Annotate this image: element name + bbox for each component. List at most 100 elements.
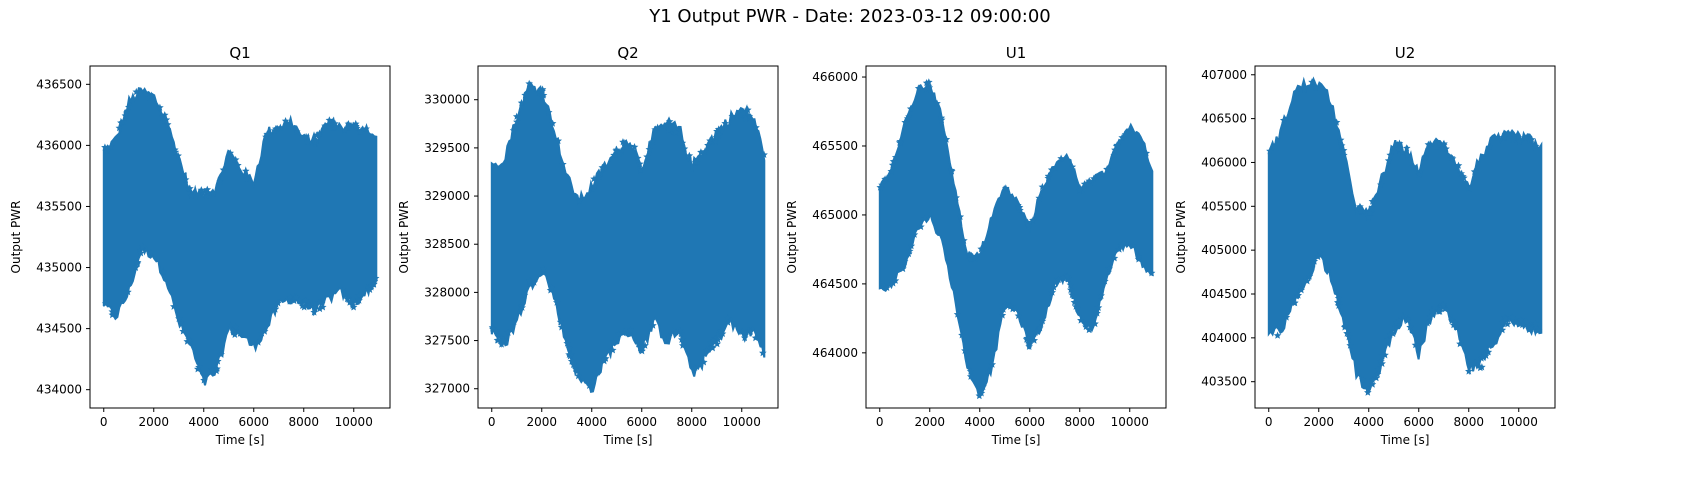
scatter-point xyxy=(1437,304,1445,313)
scatter-point xyxy=(900,257,909,265)
scatter-point xyxy=(1368,197,1377,205)
scatter-point xyxy=(1374,365,1382,374)
scatter-point xyxy=(1364,213,1373,221)
scatter-point xyxy=(344,119,353,128)
y-tick-label: 329500 xyxy=(424,141,470,155)
scatter-point xyxy=(1368,376,1377,384)
scatter-point xyxy=(1134,253,1143,261)
scatter-point xyxy=(1101,277,1109,285)
scatter-point xyxy=(619,329,628,337)
subplot-u1: 0 2000 4000 6000 8000 10000 464000 464500 465000… xyxy=(785,44,1167,447)
y-tick-label: 330000 xyxy=(424,93,470,107)
scatter-point xyxy=(889,157,898,165)
y-tick-label: 436000 xyxy=(36,138,82,152)
scatter-point xyxy=(1477,354,1486,362)
scatter-point xyxy=(636,159,644,168)
scatter-point xyxy=(988,360,997,368)
scatter-point xyxy=(1063,272,1071,280)
scatter-point xyxy=(298,301,307,310)
scatter-point xyxy=(1093,309,1101,317)
scatter-point xyxy=(906,104,915,113)
scatter-point xyxy=(497,340,506,348)
scatter-point xyxy=(1402,144,1411,152)
scatter-point xyxy=(348,301,357,309)
x-tick-label: 0 xyxy=(1265,415,1273,429)
scatter-point xyxy=(1091,319,1099,328)
scatter-point xyxy=(966,255,975,263)
scatter-point xyxy=(1447,316,1456,325)
scatter-point xyxy=(1459,172,1467,180)
scatter-point xyxy=(704,141,712,149)
scatter-point xyxy=(1411,341,1420,349)
scatter-point xyxy=(1515,137,1524,145)
scatter-point xyxy=(243,174,251,183)
axes-frame xyxy=(477,65,779,409)
subplot-u2: 0 2000 4000 6000 8000 10000 403500 404000 404500… xyxy=(1174,44,1556,447)
scatter-point xyxy=(520,291,529,299)
scatter-point xyxy=(630,143,639,151)
scatter-point xyxy=(660,121,669,130)
x-tick-label: 0 xyxy=(876,415,884,429)
scatter-point xyxy=(914,84,923,92)
scatter-point xyxy=(1498,326,1507,334)
scatter-point xyxy=(702,346,711,354)
scatter-point xyxy=(343,295,352,303)
y-tick-label: 436500 xyxy=(36,77,82,91)
scatter-point xyxy=(1094,303,1103,311)
scatter-point xyxy=(1059,274,1068,282)
scatter-point xyxy=(1305,272,1314,280)
scatter-point xyxy=(634,340,643,348)
scatter-point xyxy=(881,175,889,183)
scatter-point xyxy=(899,264,907,273)
scatter-point xyxy=(1531,142,1540,150)
scatter-point xyxy=(633,154,642,162)
scatter-point xyxy=(1050,283,1058,291)
scatter-point xyxy=(1393,140,1402,149)
scatter-point xyxy=(569,360,578,368)
x-tick-label: 10000 xyxy=(1111,415,1149,429)
scatter-point xyxy=(610,151,618,159)
scatter-point xyxy=(728,112,737,120)
scatter-point xyxy=(202,191,211,199)
scatter-point xyxy=(325,116,334,124)
x-tick-label: 2000 xyxy=(526,415,557,429)
scatter-point xyxy=(1279,116,1288,124)
scatter-point xyxy=(1070,298,1079,306)
scatter-point xyxy=(1066,285,1075,294)
scatter-point xyxy=(575,196,584,205)
scatter-point xyxy=(665,117,674,125)
y-axis-label: Output PWR xyxy=(785,201,799,274)
scatter-point xyxy=(1448,154,1457,162)
scatter-point xyxy=(1035,194,1044,202)
scatter-point xyxy=(226,149,235,157)
scatter-point xyxy=(241,167,250,175)
y-tick-label: 403500 xyxy=(1201,375,1247,389)
scatter-point xyxy=(1368,203,1376,212)
scatter-point xyxy=(653,123,662,131)
scatter-point xyxy=(649,321,657,329)
x-tick-label: 8000 xyxy=(676,415,707,429)
scatter-point xyxy=(1110,254,1119,262)
scatter-point xyxy=(356,128,364,136)
y-tick-label: 407000 xyxy=(1201,68,1247,82)
scatter-point xyxy=(1356,202,1364,210)
scatter-point xyxy=(615,330,623,338)
scatter-point xyxy=(160,116,169,124)
scatter-point xyxy=(956,212,965,221)
scatter-point xyxy=(1011,304,1020,313)
scatter-point xyxy=(548,119,557,127)
scatter-point xyxy=(999,305,1008,313)
subplot-title: U1 xyxy=(1006,44,1027,62)
scatter-point xyxy=(966,372,975,380)
scatter-point xyxy=(1406,323,1414,331)
scatter-point xyxy=(907,242,916,250)
scatter-point xyxy=(1403,316,1412,324)
scatter-point xyxy=(124,103,133,111)
scatter-point xyxy=(965,250,974,258)
scatter-point xyxy=(952,193,960,201)
scatter-point xyxy=(290,296,298,305)
scatter-point xyxy=(513,118,521,126)
scatter-point xyxy=(234,161,242,169)
